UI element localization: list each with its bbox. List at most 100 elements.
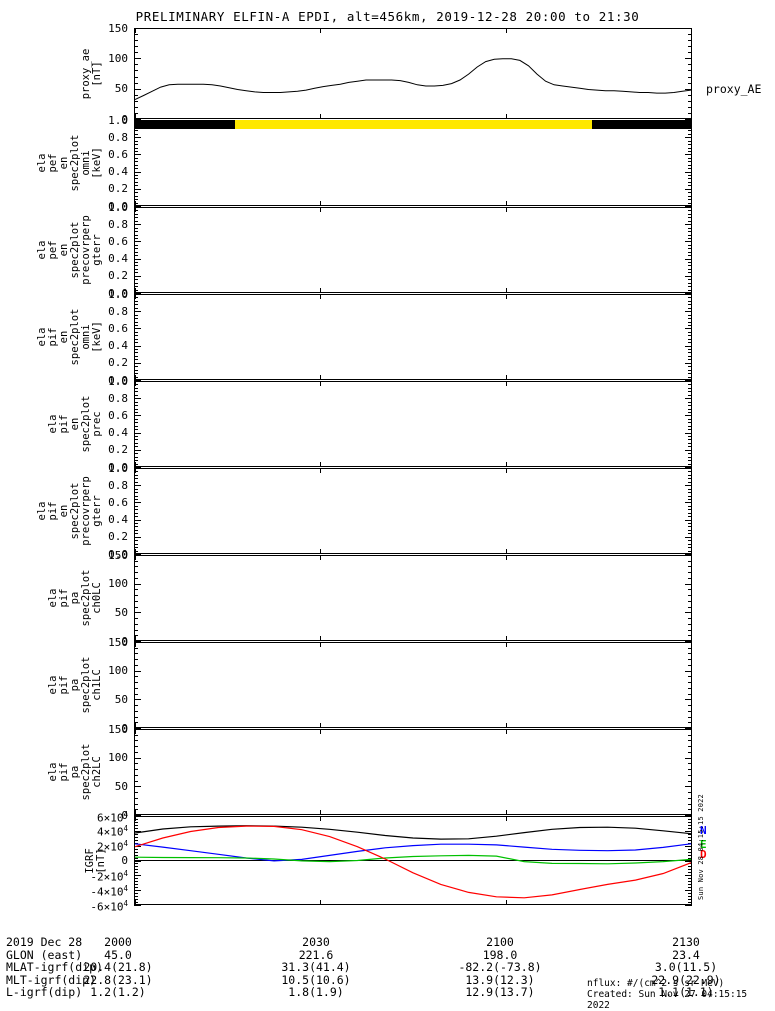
ytick-minor [688, 740, 692, 741]
ytick-label: 0 [121, 634, 128, 648]
ytick-minor [688, 618, 692, 619]
ytick-major [685, 905, 692, 906]
ytick-major [685, 485, 692, 486]
ytick-minor [134, 395, 138, 396]
ytick-minor [688, 436, 692, 437]
ytick-minor [134, 221, 138, 222]
ytick-minor [688, 852, 692, 853]
ytick-minor [134, 269, 138, 270]
ytick-major [134, 137, 141, 138]
xtick-major [691, 381, 692, 386]
ytick-minor [688, 809, 692, 810]
ytick-minor [134, 499, 138, 500]
ytick-minor [688, 265, 692, 266]
igrf-timestamp: Sun Nov 28 04:15:15 2022 [697, 794, 705, 900]
ytick-minor [688, 148, 692, 149]
ytick-major [134, 467, 141, 468]
ytick-minor [688, 168, 692, 169]
ytick-major [685, 520, 692, 521]
ytick-minor [688, 869, 692, 870]
xtick-major [320, 375, 321, 380]
ytick-major [685, 433, 692, 434]
ytick-minor [134, 837, 138, 838]
xtick-major [320, 28, 321, 33]
ytick-minor [134, 781, 138, 782]
table-cell: 23.4 [672, 947, 700, 962]
ytick-major [134, 398, 141, 399]
ytick-label: 0.4 [108, 252, 128, 266]
xtick-major [691, 201, 692, 206]
ytick-minor [134, 113, 138, 114]
ytick-major [134, 172, 141, 173]
ytick-minor [688, 878, 692, 879]
ytick-minor [688, 781, 692, 782]
ytick-minor [688, 70, 692, 71]
ytick-minor [688, 763, 692, 764]
xtick-major [135, 729, 136, 734]
ytick-minor [134, 509, 138, 510]
ytick-minor [134, 342, 138, 343]
xtick-major [691, 120, 692, 125]
xtick-major [320, 642, 321, 647]
ytick-minor [134, 192, 138, 193]
ytick-major [685, 831, 692, 832]
ytick-minor [688, 318, 692, 319]
ytick-minor [688, 356, 692, 357]
ytick-minor [688, 457, 692, 458]
ytick-minor [688, 607, 692, 608]
xtick-major [691, 729, 692, 734]
ytick-minor [134, 388, 138, 389]
ytick-minor [688, 214, 692, 215]
table-row-label: 2019 Dec 28 [6, 935, 83, 949]
ytick-minor [134, 653, 138, 654]
coverage-segment [592, 120, 691, 129]
panel-axis-title: [keV] [91, 321, 103, 353]
ytick-minor [134, 439, 138, 440]
ytick-minor [688, 822, 692, 823]
ytick-major [685, 846, 692, 847]
ytick-minor [688, 325, 692, 326]
panel-axis-title: [nT] [91, 60, 103, 87]
ytick-minor [134, 828, 138, 829]
ytick-minor [688, 349, 692, 350]
ytick-minor [688, 572, 692, 573]
ytick-minor [688, 694, 692, 695]
ytick-major [134, 520, 141, 521]
ytick-minor [688, 855, 692, 856]
ytick-major [134, 905, 141, 906]
coverage-segment [135, 120, 236, 129]
ytick-minor [688, 840, 692, 841]
ytick-minor [688, 893, 692, 894]
ytick-minor [688, 366, 692, 367]
xtick-major [506, 549, 507, 554]
ytick-major [685, 875, 692, 876]
ytick-minor [688, 352, 692, 353]
ytick-minor [688, 46, 692, 47]
ytick-label: 0.6 [108, 147, 128, 161]
xtick-major [135, 28, 136, 33]
ytick-label: 150 [108, 21, 128, 35]
ytick-major [134, 154, 141, 155]
ytick-minor [688, 130, 692, 131]
ytick-major [685, 58, 692, 59]
ytick-minor [688, 210, 692, 211]
ytick-minor [134, 283, 138, 284]
ytick-minor [134, 475, 138, 476]
table-row-label: L-igrf(dip) [6, 985, 83, 1000]
ytick-minor [134, 648, 138, 649]
ytick-minor [688, 391, 692, 392]
ytick-minor [134, 356, 138, 357]
ytick-minor [688, 422, 692, 423]
ytick-major [685, 729, 692, 730]
ytick-minor [134, 199, 138, 200]
xtick-major [135, 288, 136, 293]
ytick-label: 0.2 [108, 356, 128, 370]
ytick-minor [134, 798, 138, 799]
ytick-major [134, 485, 141, 486]
ytick-major [134, 875, 141, 876]
ytick-minor [688, 322, 692, 323]
ytick-minor [134, 391, 138, 392]
table-cell: 2100 [486, 935, 514, 949]
xtick-major [691, 642, 692, 647]
ytick-minor [134, 533, 138, 534]
